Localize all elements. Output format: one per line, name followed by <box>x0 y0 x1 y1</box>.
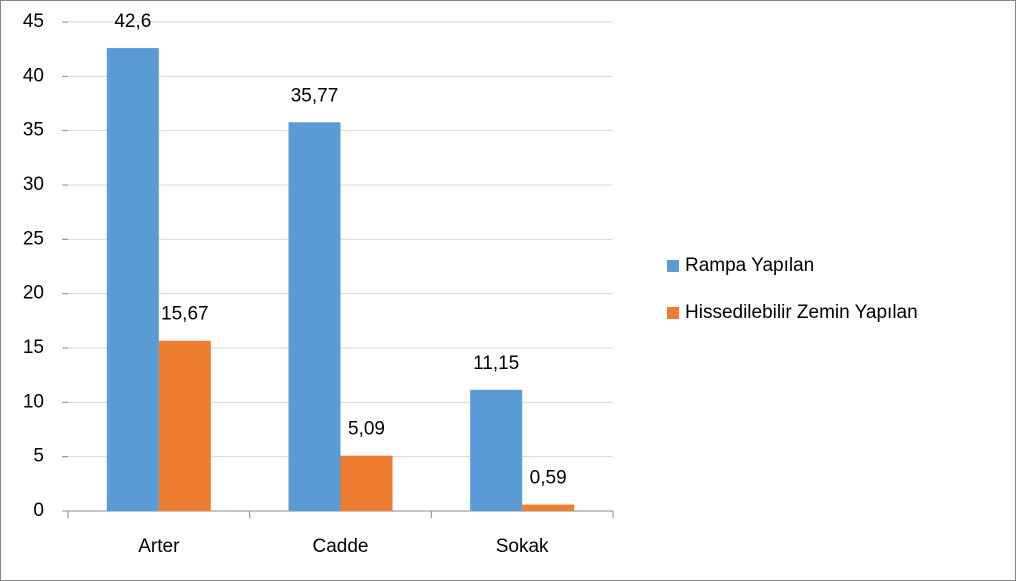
y-tick-label: 30 <box>23 174 44 195</box>
y-tick-label: 0 <box>33 500 44 521</box>
bar <box>288 122 341 512</box>
y-tick-label: 5 <box>33 446 44 467</box>
bar <box>522 504 575 511</box>
legend-label: Rampa Yapılan <box>685 255 814 276</box>
y-tick-label: 45 <box>23 11 44 32</box>
value-label: 42,6 <box>114 11 151 32</box>
value-label: 35,77 <box>291 85 339 106</box>
y-tick-label: 25 <box>23 228 44 249</box>
legend-label: Hissedilebilir Zemin Yapılan <box>685 302 918 323</box>
y-tick-label: 40 <box>23 65 44 86</box>
value-label: 0,59 <box>530 468 567 489</box>
value-label: 11,15 <box>473 353 519 374</box>
value-label: 15,67 <box>161 304 209 325</box>
legend-swatch <box>667 260 679 272</box>
legend-swatch <box>667 307 679 319</box>
y-tick-label: 35 <box>23 120 44 141</box>
bar <box>470 389 523 511</box>
bar <box>106 48 159 512</box>
y-tick-label: 10 <box>23 391 44 412</box>
bar <box>340 455 393 511</box>
x-tick-label: Sokak <box>496 536 549 557</box>
value-label: 5,09 <box>348 419 385 440</box>
y-tick-label: 20 <box>23 283 44 304</box>
y-tick-label: 15 <box>23 337 44 358</box>
x-tick-label: Arter <box>138 536 180 557</box>
x-tick-label: Cadde <box>313 536 369 557</box>
bar <box>158 340 211 511</box>
